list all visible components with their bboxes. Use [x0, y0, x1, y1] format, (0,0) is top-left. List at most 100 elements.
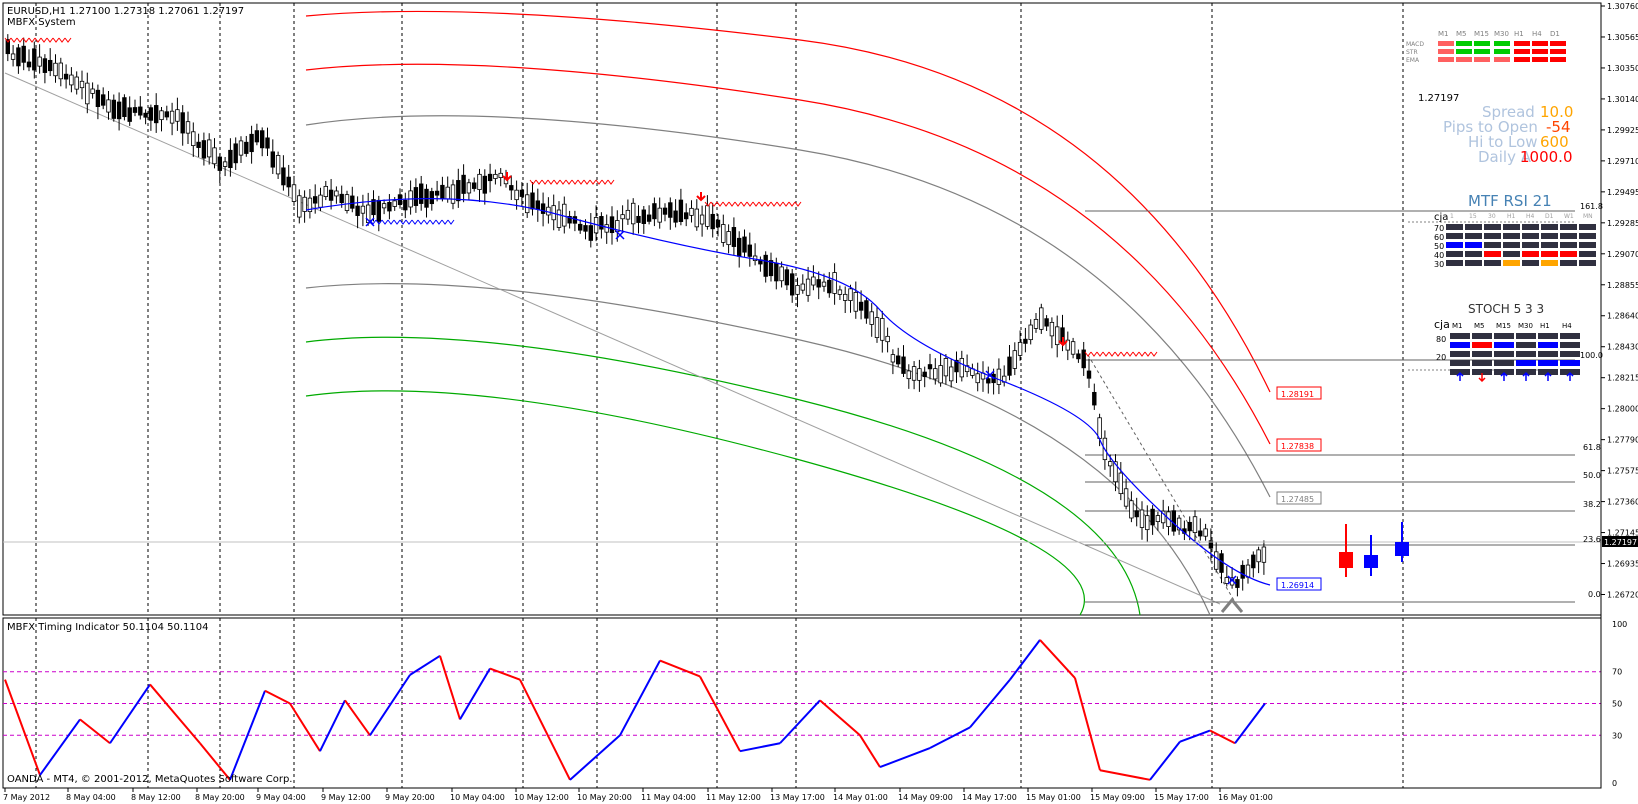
svg-text:1.26720: 1.26720: [1607, 591, 1638, 600]
symbol-header: EURUSD,H1 1.27100 1.27318 1.27061 1.2719…: [7, 6, 244, 17]
svg-text:70: 70: [1434, 224, 1444, 233]
svg-text:15 May 09:00: 15 May 09:00: [1090, 793, 1145, 802]
spread-value: 10.0: [1540, 103, 1573, 121]
svg-text:H1: H1: [1507, 213, 1516, 220]
oscillator-header: MBFX Timing Indicator 50.1104 50.1104: [7, 622, 208, 633]
svg-text:D1: D1: [1545, 213, 1554, 220]
svg-text:61.8: 61.8: [1583, 443, 1601, 452]
timing-oscillator: [3, 639, 1601, 781]
svg-text:8 May 04:00: 8 May 04:00: [66, 793, 116, 802]
svg-text:1.29495: 1.29495: [1607, 188, 1638, 197]
svg-text:14 May 01:00: 14 May 01:00: [833, 793, 888, 802]
main-chart-panel[interactable]: [2, 2, 1602, 616]
svg-text:7 May 2012: 7 May 2012: [3, 793, 50, 802]
svg-text:STR: STR: [1406, 49, 1418, 56]
svg-text:80: 80: [1436, 335, 1446, 344]
oscillator-axis: 100 70 50 30 0: [1612, 620, 1627, 788]
svg-text:14 May 17:00: 14 May 17:00: [962, 793, 1017, 802]
svg-text:38.2: 38.2: [1583, 500, 1601, 509]
svg-text:EMA: EMA: [1406, 57, 1420, 64]
mtf-rsi-title: MTF RSI 21: [1468, 192, 1552, 210]
candlesticks: [5, 34, 1267, 597]
svg-text:1.26914: 1.26914: [1281, 581, 1314, 590]
svg-text:M15: M15: [1474, 30, 1489, 38]
time-axis: 7 May 2012 8 May 04:00 8 May 12:00 8 May 20…: [3, 788, 1273, 802]
big-price: 1.27197: [1418, 93, 1459, 104]
copyright-text: OANDA - MT4, © 2001-2012, MetaQuotes Sof…: [7, 774, 292, 785]
svg-text:1.27838: 1.27838: [1281, 442, 1314, 451]
svg-text:1.27485: 1.27485: [1281, 495, 1314, 504]
svg-text:16 May 01:00: 16 May 01:00: [1218, 793, 1273, 802]
svg-text:15: 15: [1469, 213, 1477, 220]
svg-text:MN: MN: [1583, 213, 1593, 220]
mtf-rsi-tag: cja: [1434, 212, 1448, 223]
svg-text:20: 20: [1436, 353, 1446, 362]
svg-text:1.29285: 1.29285: [1607, 219, 1638, 228]
stoch-title: STOCH 5 3 3: [1468, 302, 1544, 316]
svg-text:9 May 12:00: 9 May 12:00: [321, 793, 371, 802]
price-box-2: 1.27838: [1276, 438, 1322, 452]
price-box-4: 1.26914: [1276, 577, 1322, 591]
stoch-panel: STOCH 5 3 3 cja M1 M5 M15 M30 H1 H4 80 20: [1434, 302, 1580, 383]
svg-text:M1: M1: [1452, 322, 1463, 330]
svg-text:H4: H4: [1526, 213, 1535, 220]
svg-text:14 May 09:00: 14 May 09:00: [898, 793, 953, 802]
regression-bands: [4, 10, 1271, 616]
svg-text:MACD: MACD: [1406, 41, 1424, 48]
svg-text:1.30565: 1.30565: [1607, 33, 1638, 42]
svg-text:1.26935: 1.26935: [1607, 560, 1638, 569]
svg-text:D1: D1: [1550, 30, 1560, 38]
svg-text:1.28430: 1.28430: [1607, 343, 1638, 352]
svg-text:11 May 04:00: 11 May 04:00: [641, 793, 696, 802]
svg-text:10 May 12:00: 10 May 12:00: [514, 793, 569, 802]
svg-text:1.29925: 1.29925: [1607, 126, 1638, 135]
svg-text:H1: H1: [1540, 322, 1550, 330]
projection-bars: [1339, 522, 1409, 577]
svg-text:1.28855: 1.28855: [1607, 281, 1638, 290]
svg-text:9 May 04:00: 9 May 04:00: [256, 793, 306, 802]
pips-value: -54: [1546, 118, 1571, 136]
svg-text:50: 50: [1612, 700, 1622, 709]
svg-text:10 May 20:00: 10 May 20:00: [577, 793, 632, 802]
svg-text:10 May 04:00: 10 May 04:00: [450, 793, 505, 802]
svg-text:8 May 12:00: 8 May 12:00: [131, 793, 181, 802]
svg-text:15 May 01:00: 15 May 01:00: [1026, 793, 1081, 802]
price-box-3: 1.27485: [1276, 491, 1322, 505]
svg-text:M5: M5: [1474, 322, 1485, 330]
svg-text:1.27790: 1.27790: [1607, 436, 1638, 445]
signal-markers: [4, 37, 1244, 613]
svg-text:0.0: 0.0: [1588, 590, 1601, 599]
svg-text:30: 30: [1488, 213, 1496, 220]
svg-text:70: 70: [1612, 668, 1622, 677]
svg-text:1: 1: [1450, 213, 1454, 220]
price-axis: 1.30760 1.30565 1.30350 1.30140 1.29925 1.297…: [1600, 2, 1638, 788]
fib-labels: 161.8 100.0 61.8 50.0 38.2 23.6 0.0: [1580, 202, 1603, 599]
spread-label: Spread: [1482, 103, 1535, 121]
indicator-name: MBFX System: [7, 17, 76, 28]
svg-text:1.28000: 1.28000: [1607, 405, 1638, 414]
svg-text:H4: H4: [1532, 30, 1542, 38]
svg-text:H1: H1: [1514, 30, 1524, 38]
svg-text:9 May 20:00: 9 May 20:00: [385, 793, 435, 802]
svg-text:161.8: 161.8: [1580, 202, 1603, 211]
svg-text:1.30760: 1.30760: [1607, 2, 1638, 11]
svg-text:M30: M30: [1518, 322, 1533, 330]
svg-text:8 May 20:00: 8 May 20:00: [195, 793, 245, 802]
svg-text:1.27360: 1.27360: [1607, 498, 1638, 507]
pips-label: Pips to Open: [1443, 118, 1538, 136]
svg-text:1.28640: 1.28640: [1607, 312, 1638, 321]
svg-text:M5: M5: [1456, 30, 1467, 38]
svg-text:M30: M30: [1494, 30, 1509, 38]
svg-text:30: 30: [1612, 731, 1622, 740]
daily-label: Daily A: [1478, 148, 1532, 166]
svg-text:W1: W1: [1564, 213, 1574, 220]
svg-text:1.27197: 1.27197: [1604, 538, 1637, 547]
hilow-value: 600: [1540, 133, 1569, 151]
svg-text:1.29710: 1.29710: [1607, 157, 1638, 166]
svg-text:23.6: 23.6: [1583, 535, 1601, 544]
svg-text:30: 30: [1434, 260, 1444, 269]
svg-text:100.0: 100.0: [1580, 351, 1603, 360]
svg-text:M15: M15: [1496, 322, 1511, 330]
